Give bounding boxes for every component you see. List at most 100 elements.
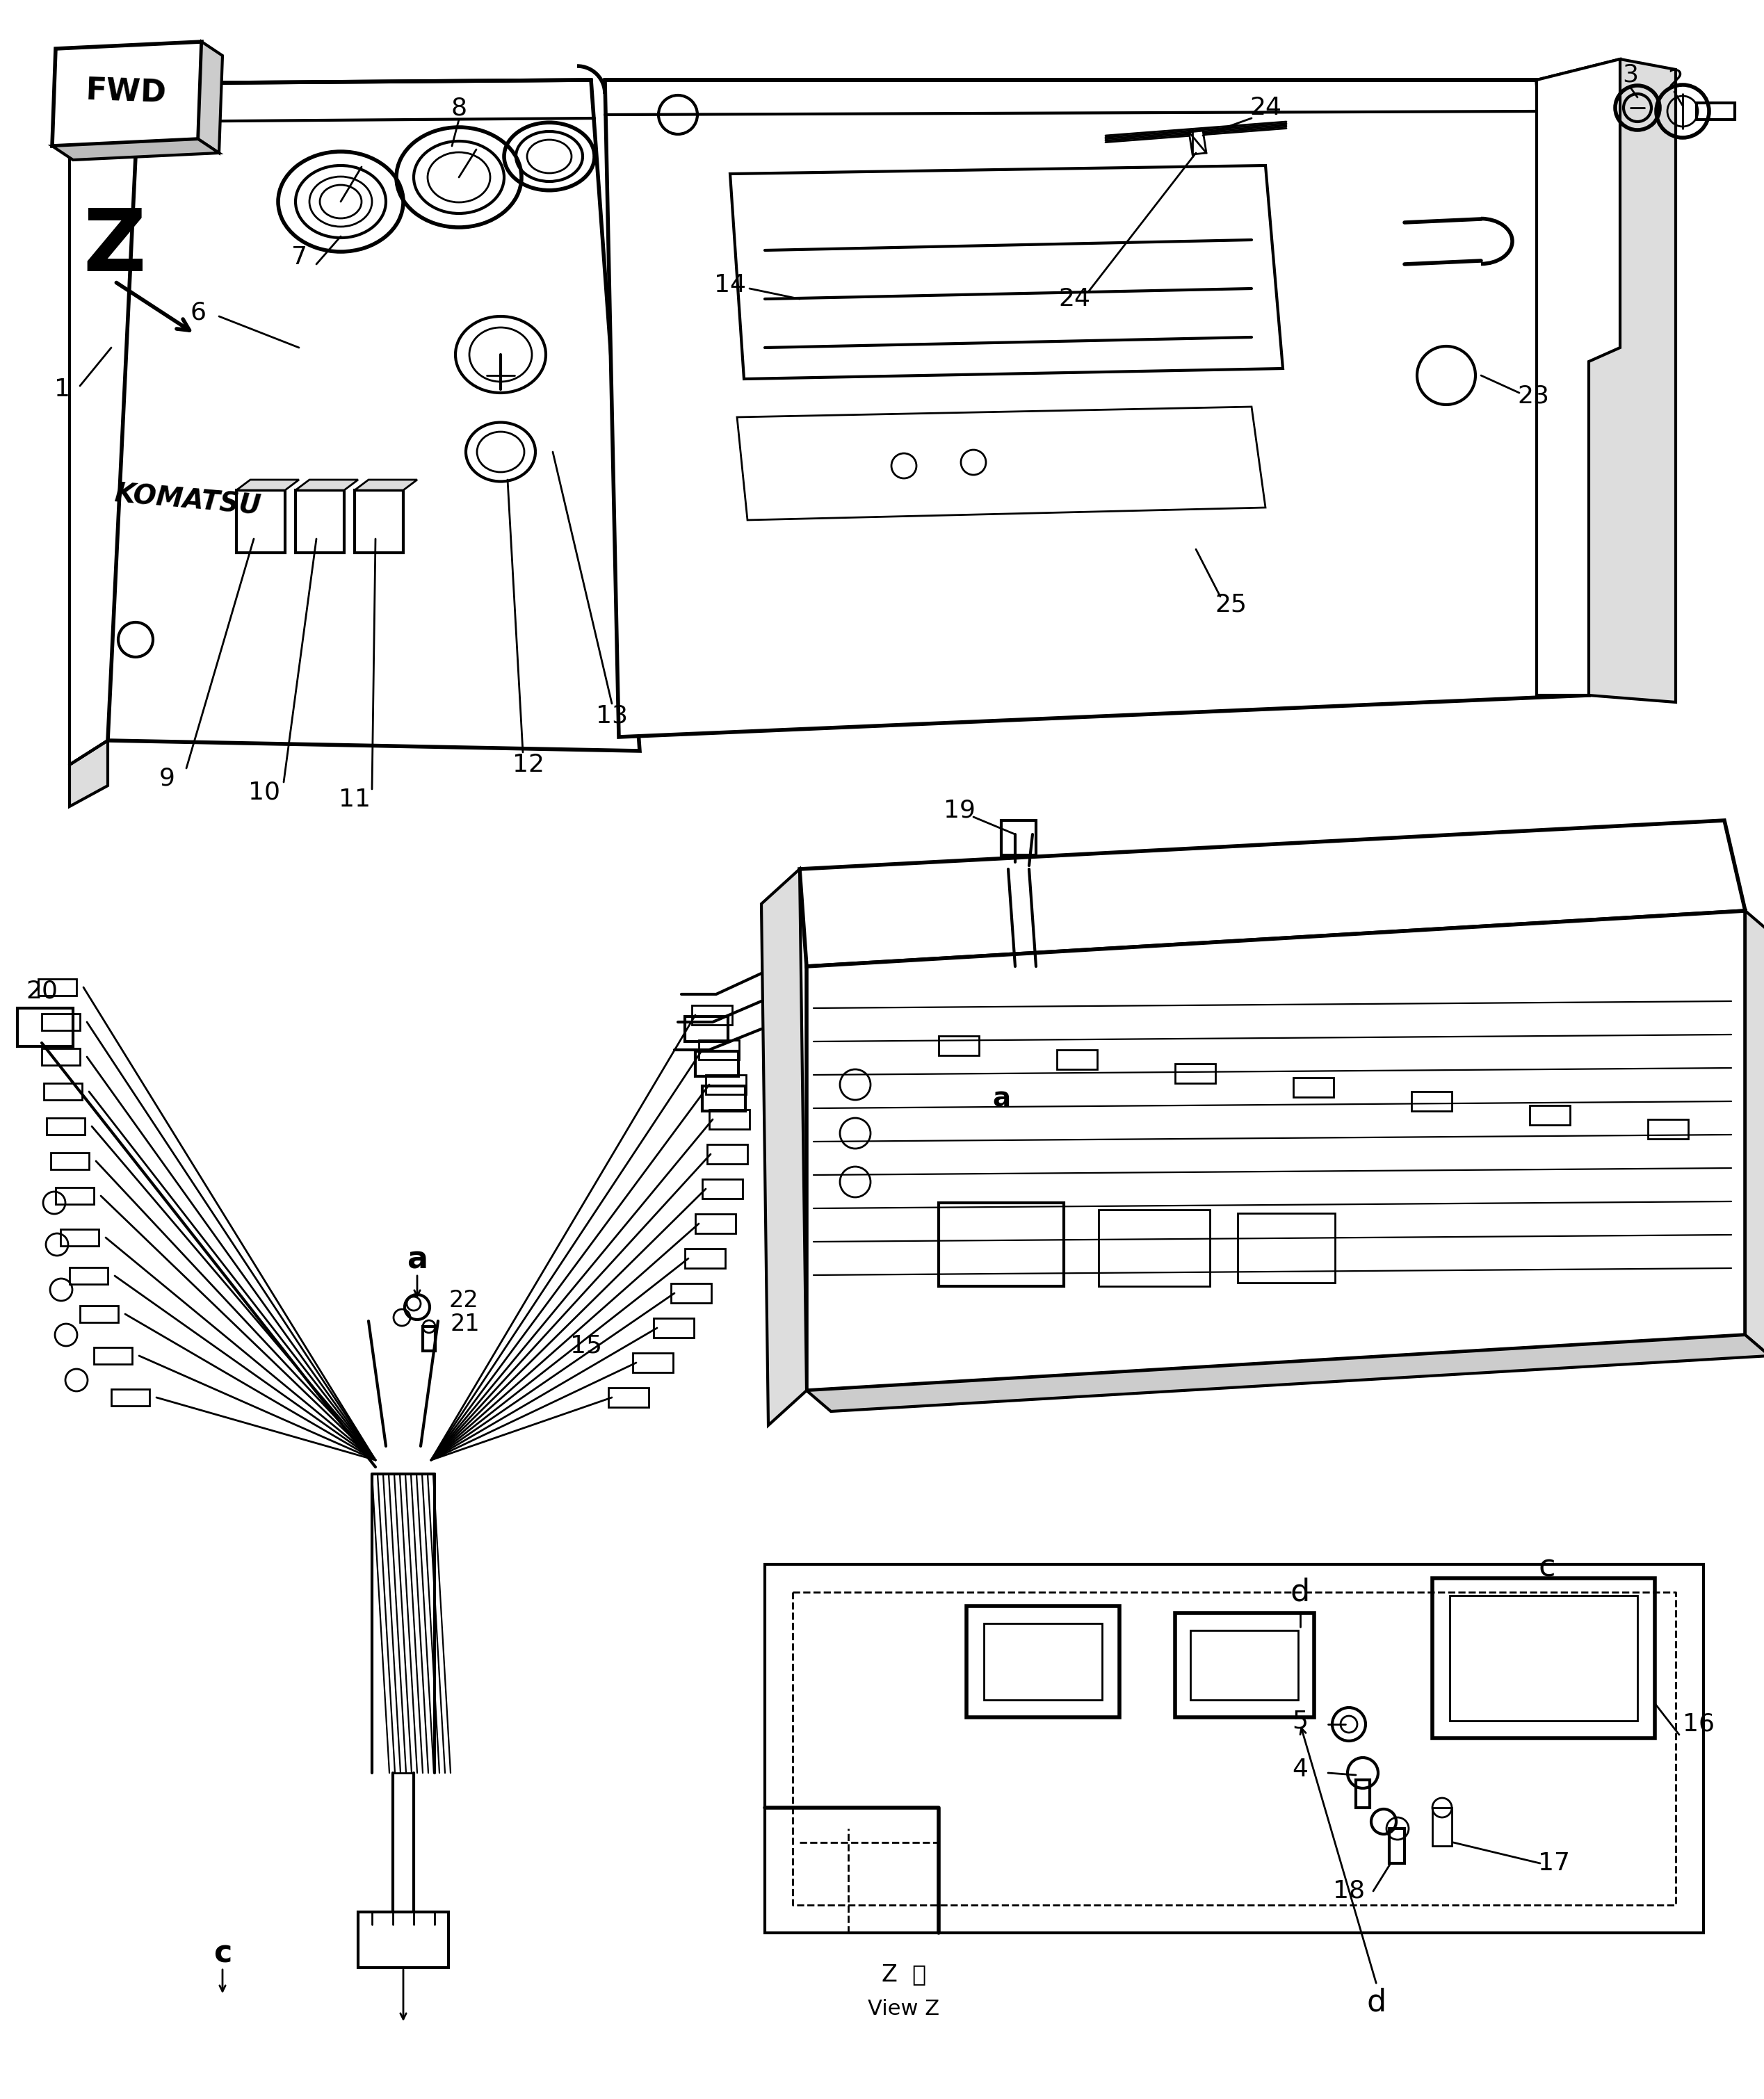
Text: 13: 13 (596, 705, 628, 728)
Bar (1057, 1050, 1097, 1068)
Text: 25: 25 (1215, 594, 1247, 617)
Text: a: a (407, 1245, 427, 1274)
Text: 2: 2 (1667, 67, 1683, 92)
Bar (1175, 1612, 1314, 1717)
Bar (111, 1390, 150, 1406)
Bar (1648, 1119, 1688, 1140)
Polygon shape (296, 481, 358, 491)
Bar (695, 1052, 739, 1077)
Text: d: d (1291, 1576, 1311, 1608)
Text: 24: 24 (1249, 97, 1281, 120)
Text: 24: 24 (1058, 288, 1090, 311)
Polygon shape (799, 821, 1745, 966)
Bar (1191, 1631, 1298, 1700)
Bar (702, 1180, 743, 1199)
Text: 8: 8 (452, 97, 467, 120)
Bar (42, 1050, 79, 1064)
Bar (1293, 1077, 1334, 1098)
Text: View Z: View Z (868, 1998, 940, 2019)
Bar (60, 1230, 99, 1247)
Bar (51, 1152, 88, 1169)
Polygon shape (236, 491, 286, 552)
Bar (69, 1268, 108, 1285)
Text: 5: 5 (1293, 1709, 1309, 1732)
Bar (684, 1016, 729, 1041)
Bar (1238, 1213, 1335, 1282)
Polygon shape (1536, 59, 1676, 703)
Bar (684, 1249, 725, 1268)
Text: 20: 20 (26, 978, 58, 1003)
Bar (1450, 1595, 1637, 1721)
Text: 10: 10 (249, 781, 280, 804)
Bar (1099, 1209, 1210, 1287)
Bar (967, 1606, 1120, 1717)
Polygon shape (69, 741, 108, 806)
Text: 9: 9 (159, 766, 175, 791)
Text: Z: Z (83, 206, 146, 290)
Polygon shape (1189, 130, 1207, 155)
Bar (1432, 1807, 1452, 1845)
Polygon shape (53, 139, 219, 160)
Bar (691, 1005, 732, 1024)
Text: c: c (213, 1939, 231, 1969)
Text: FWD: FWD (85, 76, 168, 109)
Polygon shape (605, 80, 1589, 737)
Bar (44, 1083, 83, 1100)
Bar (423, 1327, 436, 1352)
Bar (633, 1354, 674, 1373)
Bar (984, 1623, 1102, 1700)
Bar (39, 978, 76, 995)
Bar (56, 1188, 93, 1205)
Text: 11: 11 (339, 787, 370, 812)
Bar (1175, 1064, 1215, 1083)
Bar (707, 1144, 748, 1163)
Text: 7: 7 (291, 246, 307, 269)
Bar (42, 1014, 79, 1031)
Polygon shape (53, 42, 201, 147)
Bar (695, 1213, 736, 1234)
Text: 22: 22 (448, 1289, 478, 1312)
Polygon shape (236, 481, 298, 491)
Text: 15: 15 (570, 1333, 602, 1358)
Bar (670, 1282, 711, 1303)
Text: 18: 18 (1334, 1879, 1365, 1904)
Bar (654, 1318, 693, 1337)
Text: 21: 21 (450, 1314, 480, 1335)
Bar (702, 1085, 746, 1110)
Text: 19: 19 (944, 798, 975, 823)
Polygon shape (806, 911, 1745, 1390)
Polygon shape (730, 166, 1282, 380)
Polygon shape (1536, 59, 1619, 695)
Text: d: d (1367, 1988, 1387, 2017)
Polygon shape (355, 491, 404, 552)
Bar (1002, 821, 1035, 854)
Polygon shape (355, 481, 416, 491)
Bar (1390, 1828, 1404, 1864)
Polygon shape (762, 869, 806, 1425)
Text: Z  視: Z 視 (882, 1963, 926, 1986)
Text: 23: 23 (1517, 384, 1549, 407)
Bar (1529, 1106, 1570, 1125)
Bar (1697, 103, 1734, 120)
Bar (938, 1037, 979, 1056)
Text: a: a (991, 1085, 1011, 1112)
Text: 4: 4 (1293, 1757, 1309, 1782)
Bar (358, 1912, 448, 1967)
Bar (79, 1306, 118, 1322)
Polygon shape (737, 407, 1265, 521)
Bar (709, 1110, 750, 1129)
Polygon shape (1745, 911, 1764, 1356)
Text: 17: 17 (1538, 1851, 1570, 1874)
Bar (46, 1119, 85, 1136)
Bar (1357, 1780, 1371, 1807)
Text: c: c (1538, 1553, 1556, 1583)
Polygon shape (296, 491, 344, 552)
Text: KOMATSU: KOMATSU (113, 481, 263, 521)
Bar (1411, 1091, 1452, 1110)
Text: 14: 14 (714, 273, 746, 296)
Bar (699, 1041, 739, 1060)
Text: 12: 12 (513, 754, 545, 777)
Polygon shape (806, 1335, 1764, 1411)
Text: 3: 3 (1623, 63, 1639, 86)
Bar (938, 1203, 1064, 1287)
